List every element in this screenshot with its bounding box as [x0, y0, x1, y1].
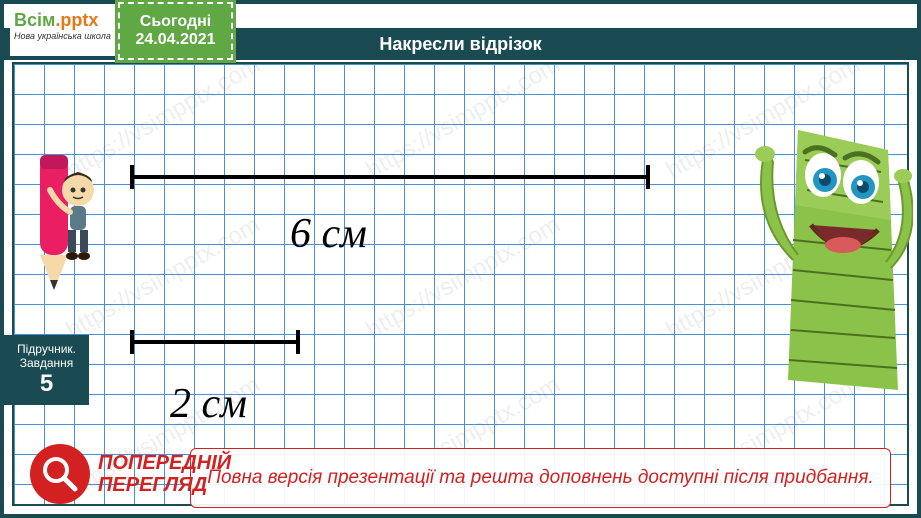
segment-1 [130, 175, 650, 179]
date-value: 24.04.2021 [135, 31, 215, 49]
character-boy-pencil [10, 130, 100, 310]
character-ruler [743, 100, 913, 410]
logo-subtitle: Нова українська школа [14, 31, 116, 41]
task-source: Підручник. [17, 342, 76, 356]
segment-2-label: 2 см [170, 380, 247, 428]
logo-text: Всім.pptx [14, 10, 116, 31]
task-number: 5 [40, 370, 53, 398]
magnifier-icon [30, 444, 90, 504]
date-badge: Сьогодні 24.04.2021 [118, 2, 233, 60]
logo: Всім.pptx Нова українська школа [10, 6, 120, 56]
slide-title: Накресли відрізок [379, 34, 541, 55]
preview-text: ПОПЕРЕДНІЙ ПЕРЕГЛЯД [98, 452, 231, 496]
task-label: Завдання [20, 356, 74, 370]
ruler-character-icon [743, 100, 913, 410]
date-label: Сьогодні [140, 13, 211, 31]
purchase-banner: Повна версія презентації та решта доповн… [190, 448, 891, 508]
purchase-text: Повна версія презентації та решта доповн… [207, 467, 874, 489]
preview-watermark: ПОПЕРЕДНІЙ ПЕРЕГЛЯД [30, 444, 231, 504]
task-badge: Підручник. Завдання 5 [4, 335, 89, 405]
boy-pencil-icon [10, 130, 100, 310]
segment-2 [130, 340, 300, 344]
segment-1-label: 6 см [290, 210, 367, 258]
